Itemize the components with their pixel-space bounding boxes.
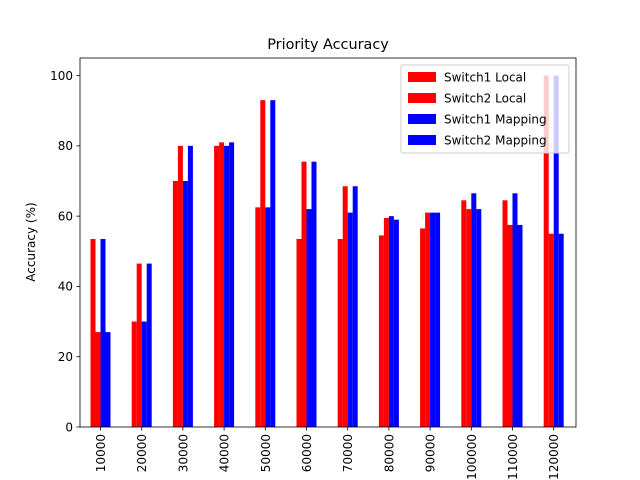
- bar-switch2-mapping-50000: [270, 100, 276, 428]
- bar-switch2-mapping-30000: [187, 145, 193, 427]
- bar-switch1-local-50000: [255, 207, 261, 427]
- x-tick-label: 60000: [300, 434, 314, 472]
- y-tick-label: 100: [50, 69, 73, 83]
- legend-swatch: [408, 93, 436, 103]
- bar-switch2-local-20000: [136, 263, 142, 427]
- bar-switch2-local-10000: [95, 332, 101, 427]
- legend-swatch: [408, 72, 436, 82]
- bar-switch2-mapping-40000: [229, 142, 235, 428]
- bar-switch2-local-30000: [177, 145, 183, 427]
- bar-switch1-local-120000: [543, 75, 549, 428]
- bar-switch2-local-60000: [301, 161, 307, 427]
- bar-switch2-local-50000: [260, 100, 266, 428]
- y-axis-label: Accuracy (%): [24, 202, 38, 281]
- x-tick-label: 50000: [259, 434, 273, 472]
- x-tick-label: 70000: [341, 434, 355, 472]
- y-axis: 0 20 40 60 80 100: [50, 69, 80, 434]
- x-axis: 10000 20000 30000 40000 50000 60000 70000 80000…: [94, 427, 561, 480]
- bar-switch1-local-90000: [420, 228, 426, 427]
- bar-switch2-mapping-100000: [476, 209, 482, 427]
- x-tick-label: 110000: [506, 434, 520, 480]
- bar-switch1-mapping-60000: [306, 209, 312, 427]
- x-tick-label: 20000: [135, 434, 149, 472]
- legend-swatch: [408, 135, 436, 145]
- bars-layer: [90, 75, 564, 428]
- bar-switch1-local-110000: [502, 200, 508, 427]
- bar-switch2-local-100000: [466, 209, 472, 427]
- bar-switch2-mapping-80000: [393, 219, 399, 427]
- x-tick-label: 80000: [382, 434, 396, 472]
- bar-switch2-local-70000: [342, 186, 348, 427]
- bar-switch1-mapping-10000: [100, 238, 106, 427]
- bar-switch2-local-40000: [219, 142, 225, 428]
- y-tick-label: 80: [58, 139, 73, 153]
- bar-switch1-mapping-20000: [141, 321, 147, 427]
- bar-switch1-mapping-80000: [388, 216, 394, 427]
- y-tick-label: 20: [58, 350, 73, 364]
- bar-switch1-mapping-90000: [430, 212, 436, 427]
- bar-switch2-local-120000: [548, 233, 554, 427]
- x-tick-label: 100000: [465, 434, 479, 480]
- x-tick-label: 90000: [424, 434, 438, 472]
- bar-switch1-mapping-30000: [182, 181, 188, 427]
- bar-switch2-local-80000: [383, 217, 389, 427]
- bar-switch1-local-10000: [90, 238, 96, 427]
- bar-switch1-local-30000: [172, 181, 178, 427]
- bar-switch1-local-40000: [214, 145, 220, 427]
- x-tick-label: 120000: [547, 434, 561, 480]
- y-tick-label: 0: [65, 420, 73, 434]
- x-tick-label: 10000: [94, 434, 108, 472]
- bar-switch1-local-80000: [378, 235, 384, 427]
- bar-switch2-mapping-120000: [558, 233, 564, 427]
- x-tick-label: 30000: [176, 434, 190, 472]
- plot-frame: [79, 57, 577, 428]
- legend-box: [400, 64, 570, 154]
- legend: Switch1 Local Switch2 Local Switch1 Mappin…: [400, 64, 570, 154]
- bar-switch1-local-100000: [461, 200, 467, 427]
- bar-switch2-local-110000: [507, 224, 513, 427]
- bar-switch1-local-60000: [296, 238, 302, 427]
- legend-label: Switch2 Local: [444, 92, 526, 106]
- y-tick-label: 40: [58, 280, 73, 294]
- legend-label: Switch1 Mapping: [444, 113, 547, 127]
- bar-switch2-mapping-110000: [517, 224, 523, 427]
- bar-switch2-mapping-90000: [435, 212, 441, 427]
- bar-switch1-mapping-50000: [265, 207, 271, 427]
- y-tick-label: 60: [58, 209, 73, 223]
- bar-switch2-mapping-20000: [146, 263, 152, 427]
- x-tick-label: 40000: [218, 434, 232, 472]
- bar-switch2-mapping-70000: [352, 186, 358, 427]
- legend-label: Switch2 Mapping: [444, 134, 547, 148]
- bar-switch2-mapping-10000: [105, 332, 111, 427]
- bar-switch1-local-70000: [337, 238, 343, 427]
- bar-switch2-local-90000: [425, 212, 431, 427]
- legend-label: Switch1 Local: [444, 71, 526, 85]
- bar-switch1-mapping-70000: [347, 212, 353, 427]
- bar-switch1-mapping-120000: [553, 75, 559, 428]
- bar-switch1-mapping-40000: [224, 145, 230, 427]
- bar-switch2-mapping-60000: [311, 161, 317, 427]
- bar-switch1-local-20000: [131, 321, 137, 427]
- chart-title: Priority Accuracy: [267, 37, 389, 53]
- bar-switch1-mapping-110000: [512, 193, 518, 427]
- bar-switch1-mapping-100000: [471, 193, 477, 427]
- legend-swatch: [408, 114, 436, 124]
